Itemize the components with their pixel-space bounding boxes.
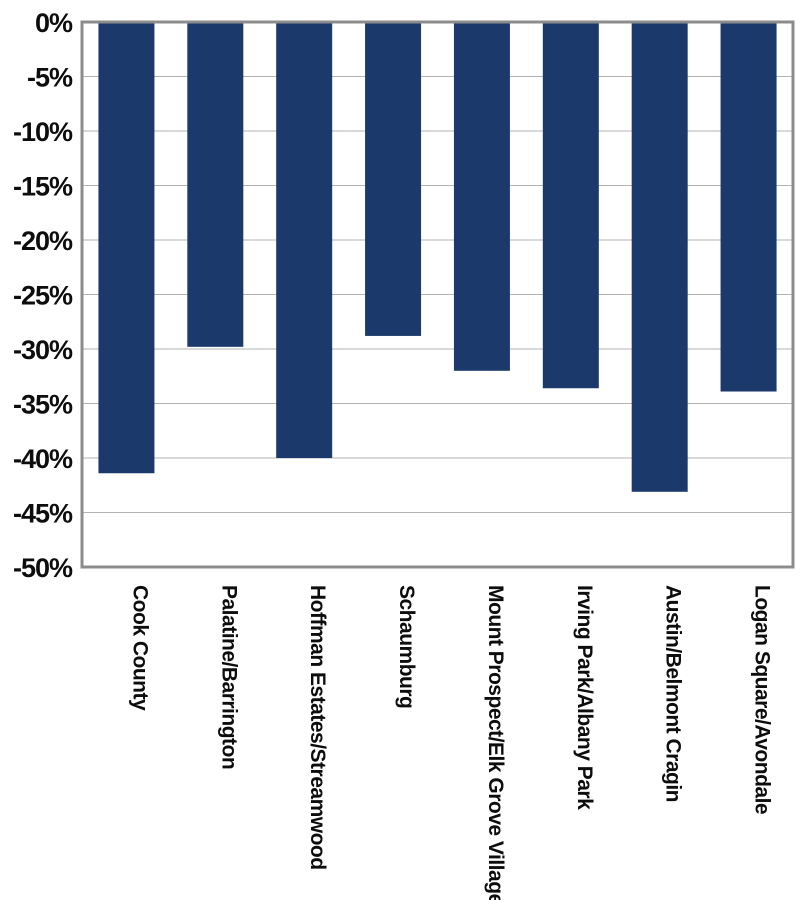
y-tick-label: -20% <box>13 226 73 256</box>
y-tick-label: -45% <box>13 499 73 529</box>
y-tick-label: -10% <box>13 117 73 147</box>
x-category-label: Hoffman Estates/Streamwood <box>306 585 329 870</box>
bars <box>98 22 777 492</box>
bar <box>187 22 244 347</box>
bar <box>365 22 422 336</box>
x-category-label: Schaumburg <box>395 585 418 708</box>
y-tick-label: -35% <box>13 390 73 420</box>
y-tick-label: -50% <box>13 553 73 583</box>
y-tick-label: -30% <box>13 335 73 365</box>
bar <box>98 22 155 474</box>
bar <box>720 22 777 392</box>
y-axis-tick-labels: 0% -5% -10% -15% -20% -25% -30% -35% -40% -45% -50… <box>13 8 74 583</box>
plot-frame <box>80 20 795 569</box>
x-category-label: Palatine/Barrington <box>217 585 240 769</box>
y-tick-label: -15% <box>13 172 73 202</box>
x-category-label: Cook County <box>128 585 151 711</box>
bar <box>542 22 599 389</box>
x-category-label: Logan Square/Avondale <box>751 585 774 814</box>
y-tick-label: -25% <box>13 281 73 311</box>
plot-border <box>80 20 795 569</box>
bar <box>276 22 333 458</box>
x-category-label: Irving Park/Albany Park <box>573 585 596 810</box>
y-tick-label: -40% <box>13 444 73 474</box>
y-tick-label: 0% <box>35 8 73 38</box>
x-category-label: Mount Prospect/Elk Grove Village <box>484 585 507 900</box>
x-category-label: Austin/Belmont Cragin <box>662 585 685 802</box>
y-tick-label: -5% <box>27 63 73 93</box>
bar <box>631 22 688 492</box>
bar <box>453 22 510 371</box>
x-axis-category-labels: Cook County Palatine/Barrington Hoffman Es… <box>128 585 773 900</box>
